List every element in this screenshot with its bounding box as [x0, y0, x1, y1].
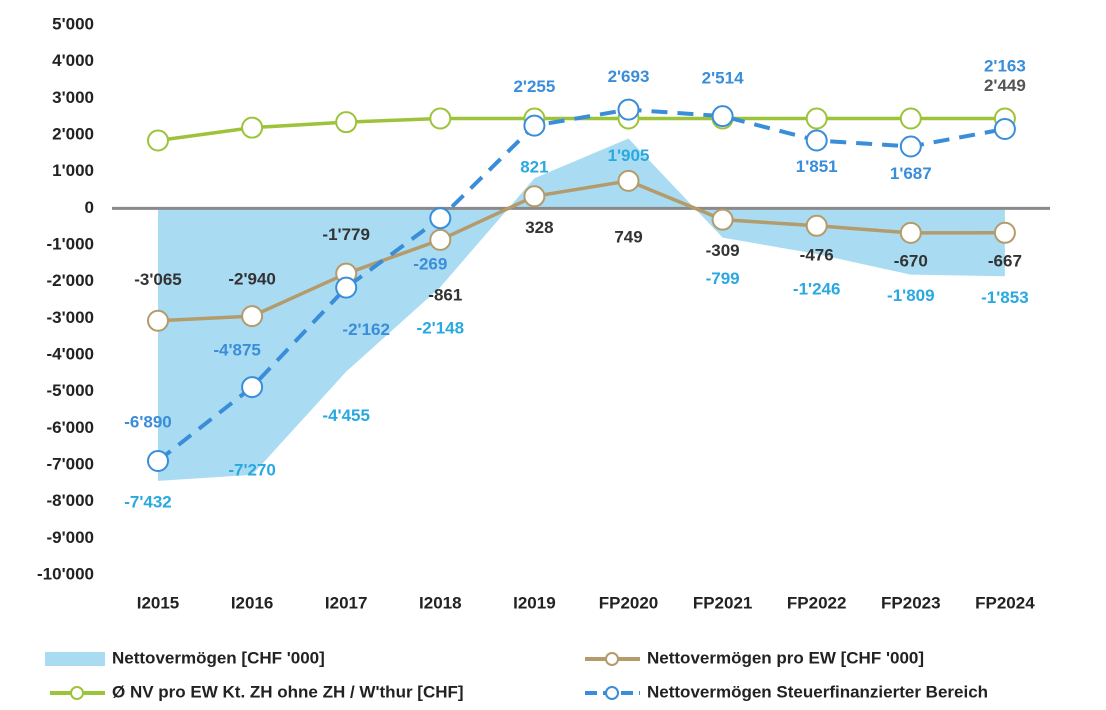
marker [711, 105, 734, 128]
y-tick-label: 4'000 [52, 51, 94, 70]
line [157, 179, 1005, 323]
data-label: -4'455 [322, 406, 370, 425]
legend-label: Nettovermögen [CHF '000] [112, 648, 325, 667]
marker [241, 116, 264, 139]
data-label: -2'148 [417, 319, 465, 338]
line [157, 116, 1005, 143]
legend-marker [605, 652, 619, 666]
marker [335, 276, 358, 299]
data-label: 2'449 [984, 76, 1026, 95]
marker [147, 129, 169, 152]
marker [899, 135, 922, 158]
data-label: -309 [706, 241, 740, 260]
data-label: -667 [988, 251, 1022, 270]
data-label: -2'940 [228, 270, 276, 289]
y-tick-label: -4'000 [46, 344, 94, 363]
data-label: 1'687 [890, 164, 932, 183]
data-label: 821 [520, 158, 548, 177]
y-tick-label: -9'000 [46, 528, 94, 547]
marker [805, 107, 828, 130]
y-tick-label: -2'000 [46, 271, 94, 290]
y-tick-label: 0 [85, 198, 94, 217]
x-tick-label: I2018 [419, 593, 462, 612]
data-label: 2'255 [513, 77, 555, 96]
marker [805, 129, 828, 152]
line [156, 107, 1006, 463]
data-label: -476 [800, 245, 834, 264]
x-tick-label: FP2021 [693, 593, 753, 612]
x-tick-label: I2019 [513, 593, 556, 612]
marker [429, 107, 452, 130]
marker [993, 118, 1016, 141]
data-label: -4'875 [213, 341, 261, 360]
marker [523, 114, 546, 137]
legend-marker [70, 686, 84, 700]
x-tick-label: FP2020 [599, 593, 659, 612]
y-tick-label: -3'000 [46, 308, 94, 327]
marker [147, 449, 169, 472]
y-tick-label: 2'000 [52, 124, 94, 143]
y-tick-label: -7'000 [46, 454, 94, 473]
x-tick-label: I2015 [137, 593, 180, 612]
data-label: -269 [413, 255, 447, 274]
data-label: -670 [894, 251, 928, 270]
y-tick-label: -1'000 [46, 234, 94, 253]
marker [805, 214, 828, 237]
data-label: 328 [525, 218, 553, 237]
data-label: -7'432 [124, 492, 172, 511]
legend-marker [605, 686, 619, 700]
y-tick-label: -8'000 [46, 491, 94, 510]
data-label: -861 [428, 285, 462, 304]
marker [993, 221, 1016, 244]
data-label: -1'853 [981, 288, 1029, 307]
data-label: 749 [614, 227, 642, 246]
marker [617, 98, 640, 121]
data-label: 1'851 [796, 157, 838, 176]
marker [617, 169, 640, 192]
legend-label: Nettovermögen pro EW [CHF '000] [647, 648, 924, 667]
y-tick-label: -5'000 [46, 381, 94, 400]
legend-swatch [45, 652, 105, 666]
data-label: -3'065 [134, 270, 182, 289]
marker [241, 376, 264, 399]
data-label: 2'693 [608, 67, 650, 86]
data-label: -1'809 [887, 286, 935, 305]
marker [711, 208, 734, 231]
marker [899, 107, 922, 130]
marker [241, 305, 264, 328]
y-tick-label: 1'000 [52, 161, 94, 180]
legend-label: Ø NV pro EW Kt. ZH ohne ZH / W'thur [CHF… [112, 682, 464, 701]
data-label: -2'162 [342, 320, 390, 339]
data-label: -799 [706, 269, 740, 288]
marker [523, 185, 546, 208]
y-tick-label: -10'000 [37, 564, 94, 583]
data-label: -1'779 [322, 225, 370, 244]
data-label: -7'270 [228, 460, 276, 479]
x-tick-label: FP2023 [881, 593, 941, 612]
y-tick-label: 3'000 [52, 88, 94, 107]
marker [147, 309, 169, 332]
marker [899, 221, 922, 244]
data-label: -6'890 [124, 412, 172, 431]
marker [429, 228, 452, 251]
x-tick-label: FP2024 [975, 593, 1035, 612]
data-label: 1'905 [608, 146, 650, 165]
y-tick-label: 5'000 [52, 14, 94, 33]
y-tick-label: -6'000 [46, 418, 94, 437]
marker [429, 207, 452, 230]
legend-label: Nettovermögen Steuerfinanzierter Bereich [647, 682, 988, 701]
data-label: -1'246 [793, 280, 841, 299]
marker [335, 111, 358, 134]
x-tick-label: I2017 [325, 593, 368, 612]
x-tick-label: FP2022 [787, 593, 847, 612]
x-tick-label: I2016 [231, 593, 274, 612]
data-label: 2'514 [702, 69, 744, 88]
data-label: 2'163 [984, 57, 1026, 76]
